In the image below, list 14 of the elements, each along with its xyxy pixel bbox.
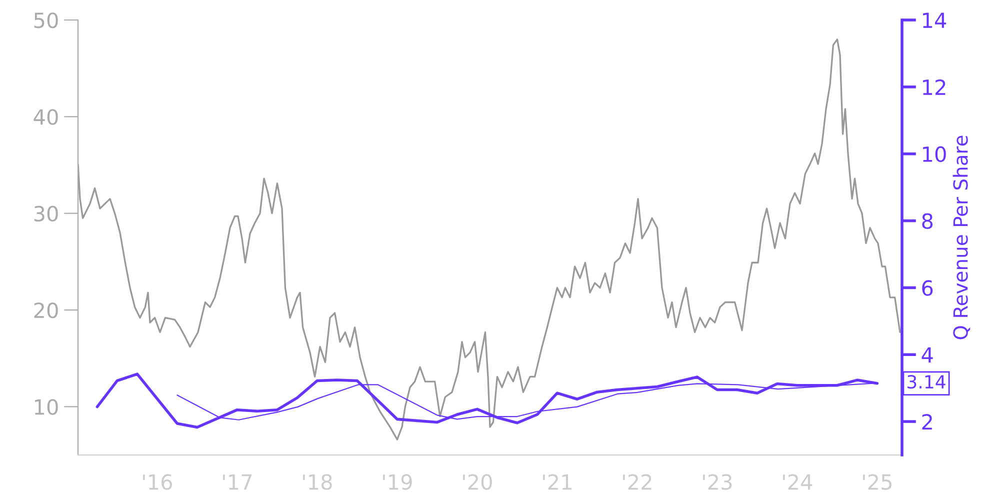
y2-tick-label: 6	[922, 280, 933, 296]
y2-tick-label: 2	[922, 414, 932, 430]
y2-axis-title: Q Revenue Per Share	[952, 136, 970, 340]
y-tick-label: 10	[35, 399, 58, 415]
y-tick-label: 20	[34, 302, 58, 318]
y-tick-label: 30	[34, 206, 58, 222]
y2-tick-label: 14	[923, 12, 946, 28]
y2-tick-label: 8	[922, 213, 933, 229]
y-tick-label: 50	[34, 12, 58, 28]
y2-tick-label: 4	[922, 347, 933, 363]
y2-tick-label: 12	[923, 79, 946, 95]
y-tick-label: 40	[34, 109, 58, 125]
y2-tick-label: 10	[923, 146, 946, 162]
data-label: 3.14	[908, 374, 946, 389]
